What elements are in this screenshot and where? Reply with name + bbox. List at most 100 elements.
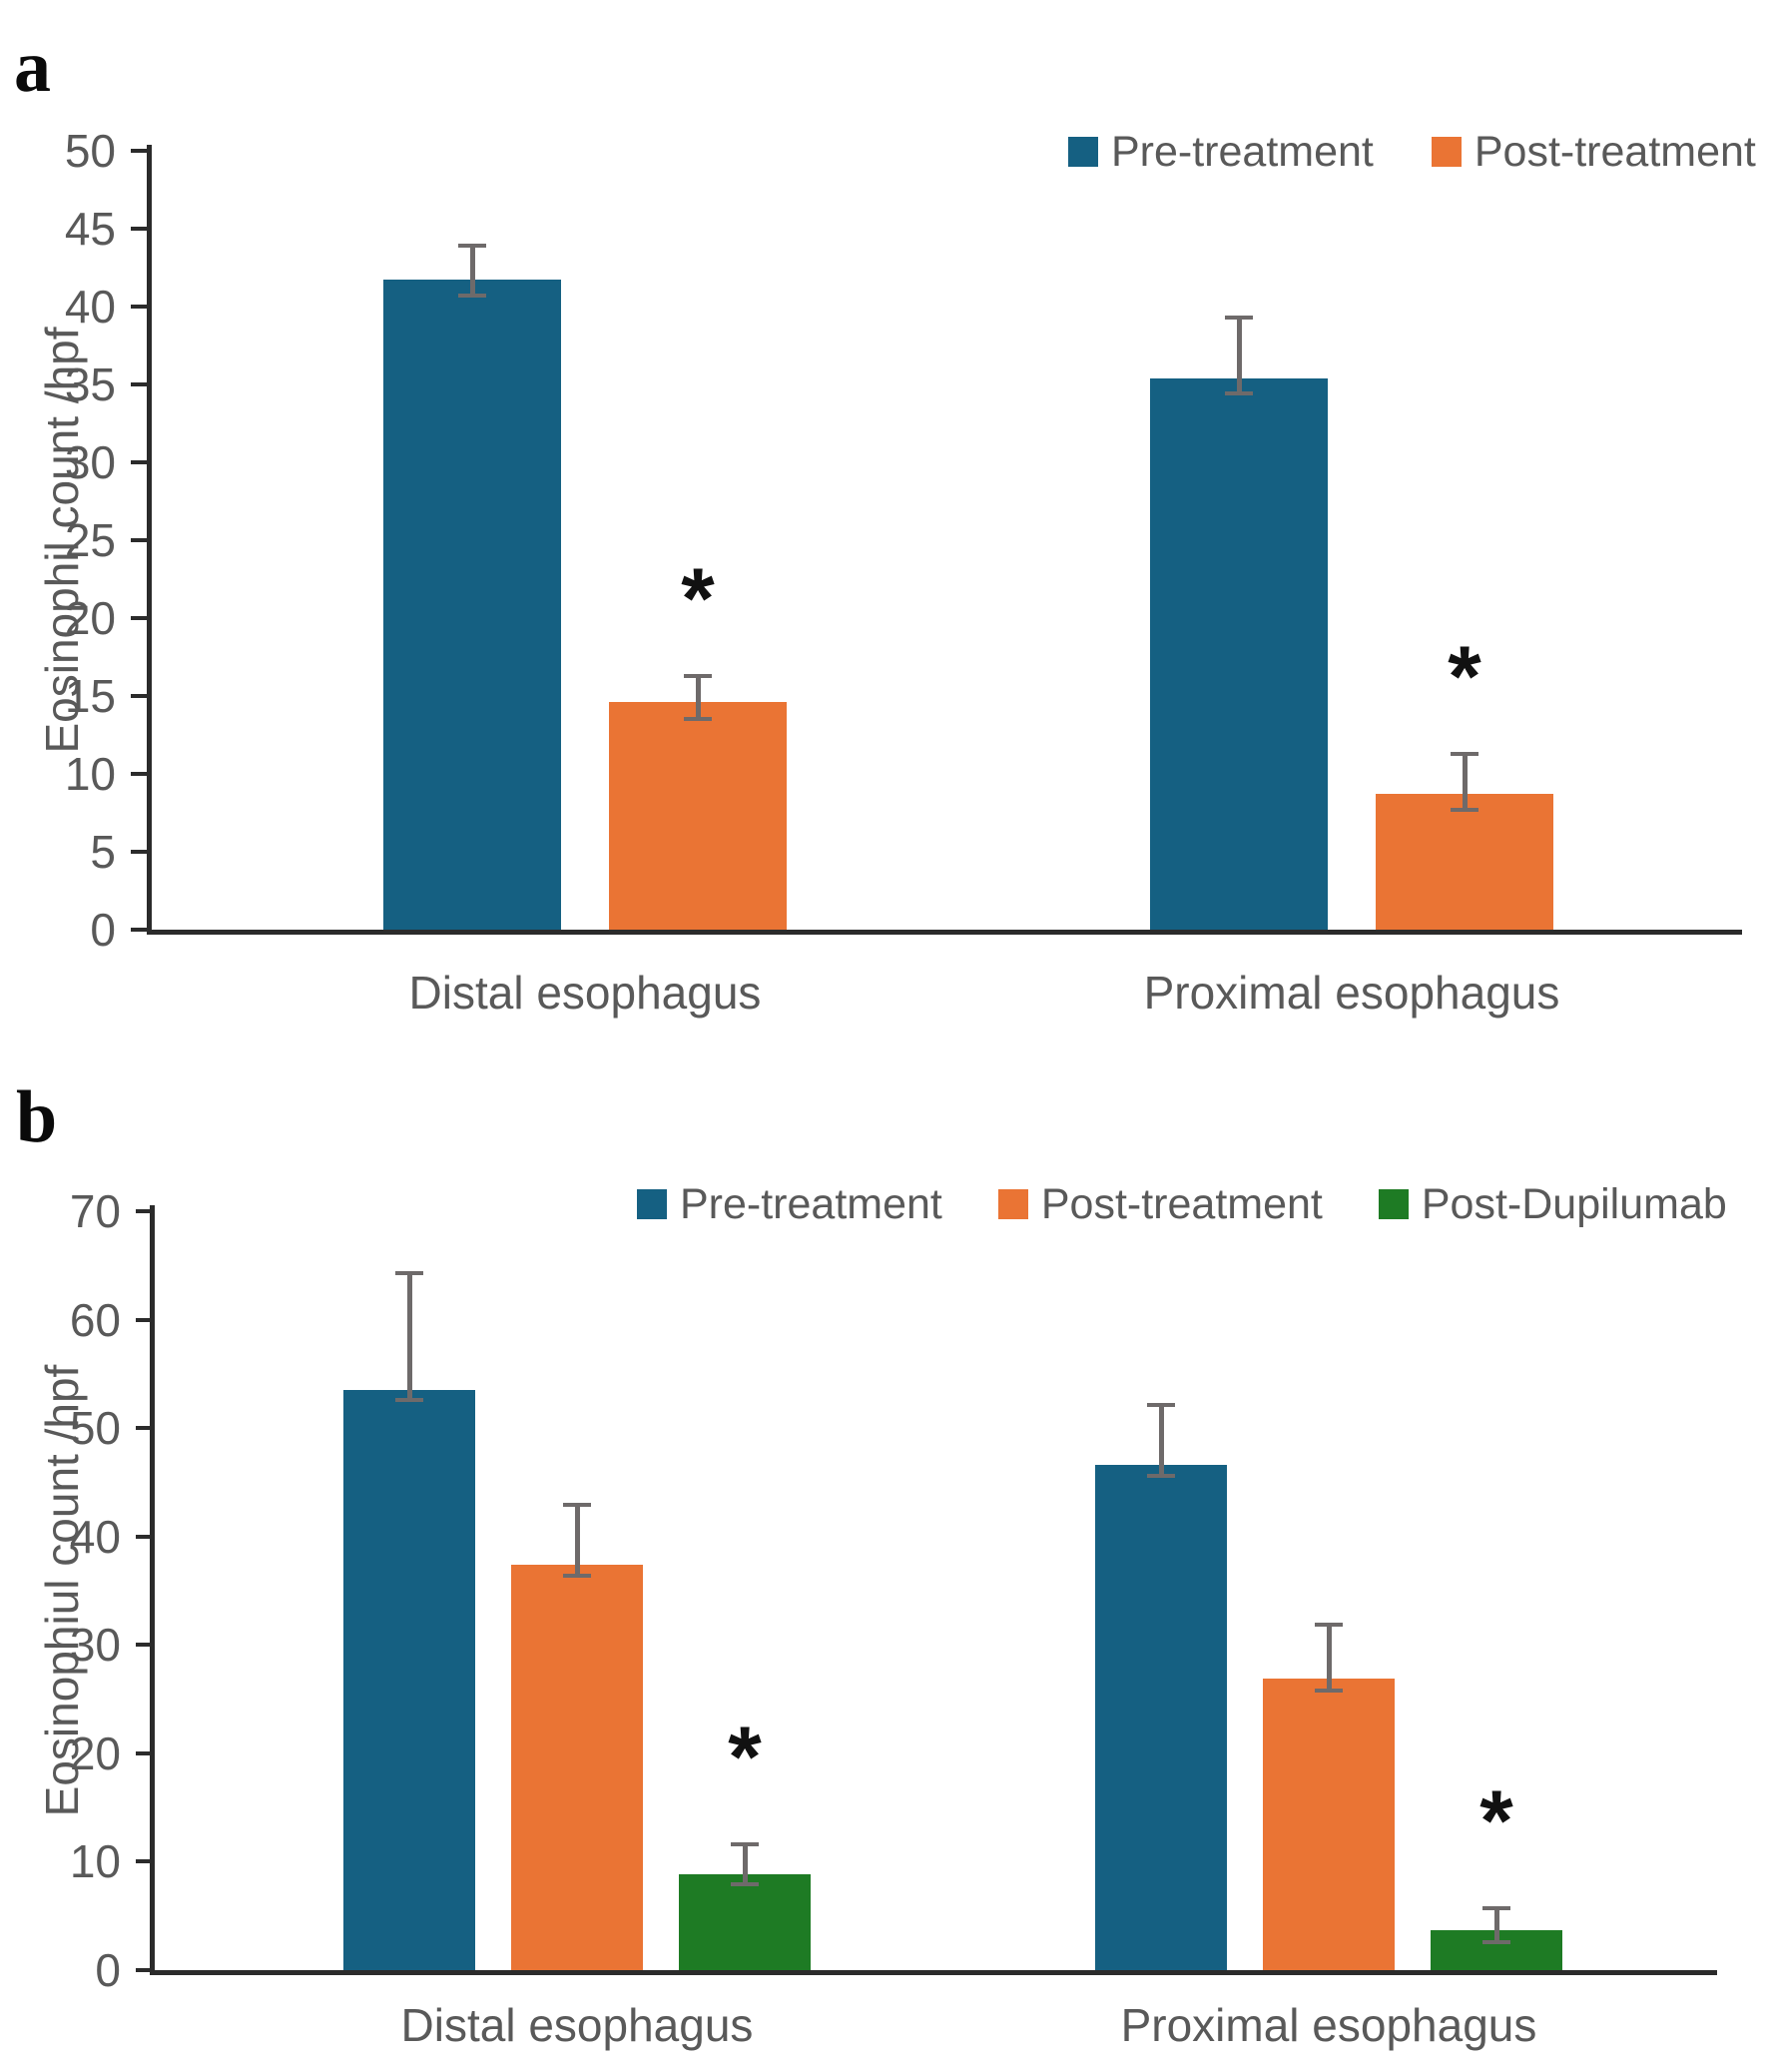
error-bar-cap-top	[1482, 1906, 1510, 1911]
y-tick-label-35: 35	[64, 358, 116, 410]
error-bar-line	[1236, 317, 1242, 394]
y-tick-label-25: 25	[64, 514, 116, 566]
legend-label-pre-treatment: Pre-treatment	[680, 1180, 942, 1228]
error-bar-line	[469, 246, 475, 297]
error-bar-cap-bottom	[1147, 1473, 1175, 1478]
x-axis-line	[150, 1970, 1717, 1975]
y-tick-label-20: 20	[69, 1727, 121, 1779]
error-bar-cap-top	[563, 1503, 591, 1508]
y-tick-label-0: 0	[90, 904, 116, 956]
y-tick-label-10: 10	[69, 1835, 121, 1888]
y-tick-label-40: 40	[69, 1510, 121, 1563]
y-tick-mark	[136, 1534, 150, 1539]
x-category-label-distal-esophagus: Distal esophagus	[400, 1999, 754, 2051]
y-tick-label-0: 0	[95, 1944, 121, 1996]
y-axis-line	[150, 1205, 155, 1975]
significance-asterisk: *	[728, 1710, 762, 1806]
bar-pre-treatment-proximal-esophagus	[1095, 1465, 1227, 1970]
legend-label-post-treatment: Post-treatment	[1474, 128, 1756, 176]
significance-asterisk: *	[681, 550, 715, 647]
y-tick-mark	[131, 694, 147, 698]
y-tick-label-15: 15	[64, 670, 116, 722]
y-tick-mark	[131, 382, 147, 386]
error-bar-cap-bottom	[1451, 807, 1478, 812]
legend-label-pre-treatment: Pre-treatment	[1111, 128, 1374, 176]
legend: Pre-treatment Post-treatment	[1068, 128, 1756, 176]
y-tick-mark	[131, 772, 147, 776]
error-bar-line	[574, 1505, 580, 1576]
y-tick-mark	[136, 1750, 150, 1755]
error-bar-line	[695, 675, 701, 720]
y-tick-mark	[136, 1643, 150, 1648]
legend-label-post-dupilumab: Post-Dupilumab	[1421, 1180, 1727, 1228]
legend-swatch-post-treatment	[997, 1189, 1028, 1219]
error-bar-cap-bottom	[1315, 1688, 1343, 1693]
significance-asterisk: *	[1448, 628, 1481, 725]
y-tick-label-60: 60	[69, 1293, 121, 1346]
panel-label-b: b	[16, 1076, 58, 1158]
y-axis-title: Eosinophiul count /hpf	[36, 1364, 88, 1817]
y-tick-mark	[136, 1968, 150, 1972]
bar-post-treatment-distal-esophagus	[609, 702, 787, 930]
error-bar-cap-bottom	[1482, 1939, 1510, 1944]
panel-label-a: a	[14, 26, 51, 108]
error-bar-line	[1462, 753, 1468, 810]
error-bar-cap-top	[1147, 1403, 1175, 1408]
error-bar-cap-bottom	[395, 1397, 423, 1402]
y-tick-mark	[131, 616, 147, 620]
y-tick-label-20: 20	[64, 592, 116, 644]
error-bar-cap-top	[458, 244, 486, 249]
bar-pre-treatment-distal-esophagus	[383, 280, 561, 930]
y-tick-label-50: 50	[64, 125, 116, 177]
error-bar-cap-top	[1225, 315, 1253, 320]
significance-asterisk: *	[1479, 1773, 1513, 1870]
y-tick-label-10: 10	[64, 748, 116, 800]
y-tick-label-50: 50	[69, 1402, 121, 1455]
legend-swatch-pre-treatment	[637, 1189, 667, 1219]
x-category-label-proximal-esophagus: Proximal esophagus	[1143, 967, 1560, 1019]
legend-swatch-post-dupilumab	[1378, 1189, 1409, 1219]
error-bar-line	[406, 1272, 412, 1400]
error-bar-cap-bottom	[1225, 391, 1253, 396]
y-tick-label-30: 30	[64, 436, 116, 488]
error-bar-cap-top	[684, 673, 712, 678]
x-axis-line	[147, 930, 1742, 935]
y-tick-label-45: 45	[64, 203, 116, 255]
bar-post-treatment-proximal-esophagus	[1263, 1678, 1395, 1970]
legend-swatch-post-treatment	[1431, 137, 1462, 167]
y-tick-mark	[131, 538, 147, 542]
y-tick-mark	[136, 1209, 150, 1213]
legend: Pre-treatment Post-treatment Post-Dupiluma…	[637, 1180, 1727, 1228]
x-category-label-proximal-esophagus: Proximal esophagus	[1120, 1999, 1537, 2051]
bar-pre-treatment-proximal-esophagus	[1150, 377, 1328, 930]
y-tick-mark	[136, 1426, 150, 1431]
error-bar-line	[1493, 1908, 1499, 1942]
bar-pre-treatment-distal-esophagus	[343, 1390, 475, 1970]
legend-item-pre-treatment: Pre-treatment	[1068, 128, 1374, 176]
y-tick-mark	[131, 227, 147, 231]
legend-item-pre-treatment: Pre-treatment	[637, 1180, 942, 1228]
y-tick-mark	[131, 460, 147, 464]
x-category-label-distal-esophagus: Distal esophagus	[408, 967, 762, 1019]
bar-post-treatment-distal-esophagus	[511, 1564, 643, 1970]
error-bar-cap-top	[1315, 1622, 1343, 1627]
legend-label-post-treatment: Post-treatment	[1040, 1180, 1323, 1228]
legend-item-post-treatment: Post-treatment	[1431, 128, 1756, 176]
error-bar-cap-top	[395, 1270, 423, 1275]
y-tick-mark	[131, 305, 147, 309]
y-tick-mark	[131, 149, 147, 153]
y-tick-mark	[131, 928, 147, 932]
error-bar-cap-bottom	[684, 717, 712, 722]
error-bar-cap-bottom	[458, 294, 486, 299]
y-tick-mark	[136, 1859, 150, 1864]
error-bar-line	[1158, 1405, 1164, 1476]
error-bar-cap-top	[1451, 751, 1478, 756]
y-tick-label-70: 70	[69, 1185, 121, 1237]
error-bar-line	[1326, 1624, 1332, 1691]
y-axis-line	[147, 145, 152, 935]
y-tick-mark	[136, 1317, 150, 1322]
error-bar-line	[742, 1844, 748, 1885]
